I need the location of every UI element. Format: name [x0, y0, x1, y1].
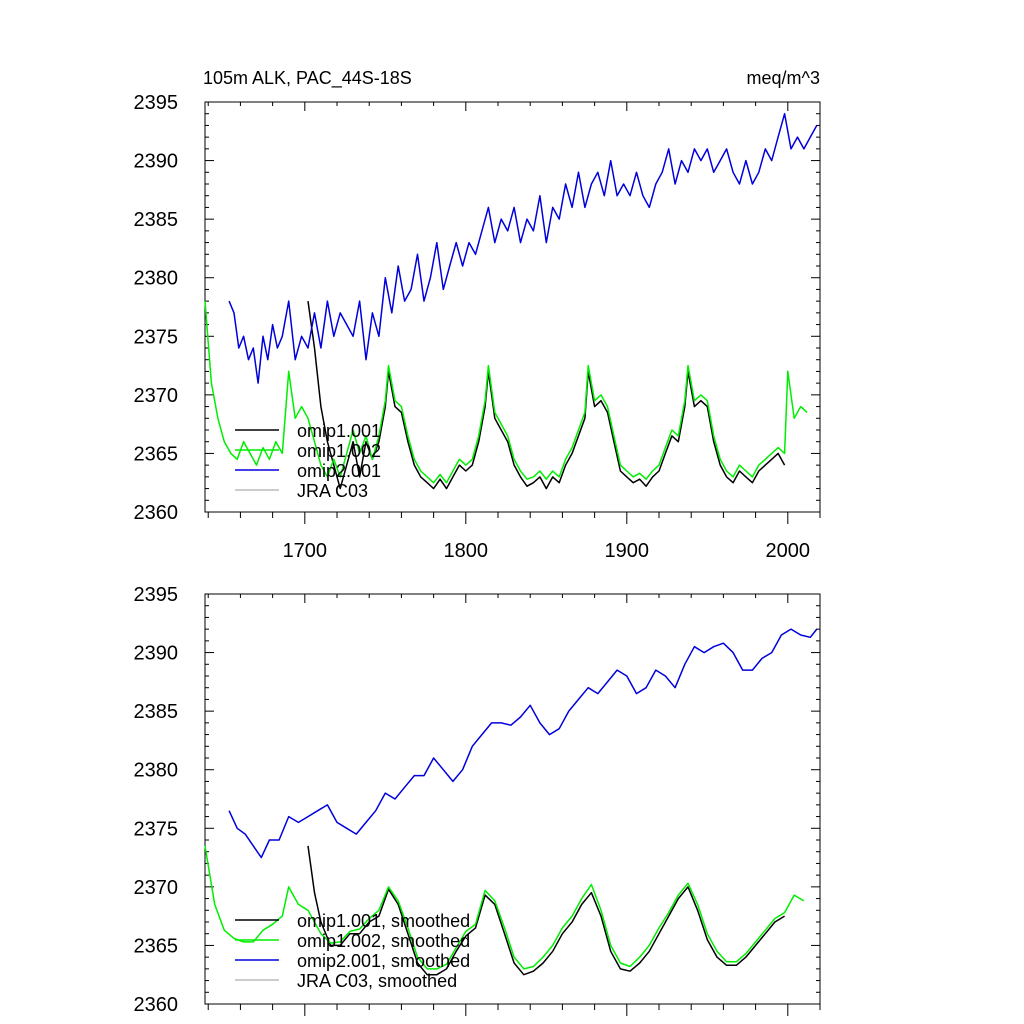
series-line-omip1_002: [204, 301, 808, 484]
y-tick-label: 2390: [134, 151, 179, 173]
x-tick-label: 2000: [766, 540, 811, 562]
y-tick-label: 2360: [134, 994, 179, 1016]
plot-frame: [204, 593, 821, 1005]
y-tick-label: 2385: [134, 209, 179, 231]
y-tick-label: 2395: [134, 584, 179, 606]
series-line-omip1_002: [204, 845, 805, 970]
y-tick-label: 2380: [134, 268, 179, 290]
series-line-omip1_001: [307, 845, 785, 976]
y-tick-label: 2380: [134, 760, 179, 782]
x-tick-label: 1700: [283, 540, 328, 562]
legend-label: omip1.001, smoothed: [297, 911, 470, 931]
top-chart-panel: 2360 2365 2370 2375 2380 2385 2390 2395 1700 1800…: [134, 92, 821, 562]
y-tick-label: 2385: [134, 701, 179, 723]
y-tick-label: 2375: [134, 818, 179, 840]
legend-label: omip1.002, smoothed: [297, 931, 470, 951]
top-chart-units: meq/m^3: [747, 68, 820, 88]
y-tick-label: 2365: [134, 443, 179, 465]
y-tick-label: 2395: [134, 92, 179, 114]
legend-label: JRA C03: [297, 481, 368, 501]
legend-label: omip1.001: [297, 421, 381, 441]
y-tick-label: 2370: [134, 385, 179, 407]
x-tick-label: 1900: [605, 540, 650, 562]
legend-label: omip2.001, smoothed: [297, 951, 470, 971]
x-tick-label: 1800: [444, 540, 489, 562]
y-tick-label: 2360: [134, 502, 179, 524]
y-tick-label: 2365: [134, 935, 179, 957]
legend-label: omip2.001: [297, 461, 381, 481]
bottom-chart-panel: 2360 2365 2370 2375 2380 2385 2390 2395 omip1.00…: [134, 584, 821, 1016]
legend-label: omip1.002: [297, 441, 381, 461]
series-line-omip2_001: [228, 112, 818, 384]
y-tick-label: 2390: [134, 643, 179, 665]
top-chart-title: 105m ALK, PAC_44S-18S: [203, 68, 412, 89]
legend-label: JRA C03, smoothed: [297, 971, 457, 991]
y-tick-label: 2375: [134, 326, 179, 348]
series-line-omip2_001: [228, 628, 818, 859]
y-tick-label: 2370: [134, 877, 179, 899]
